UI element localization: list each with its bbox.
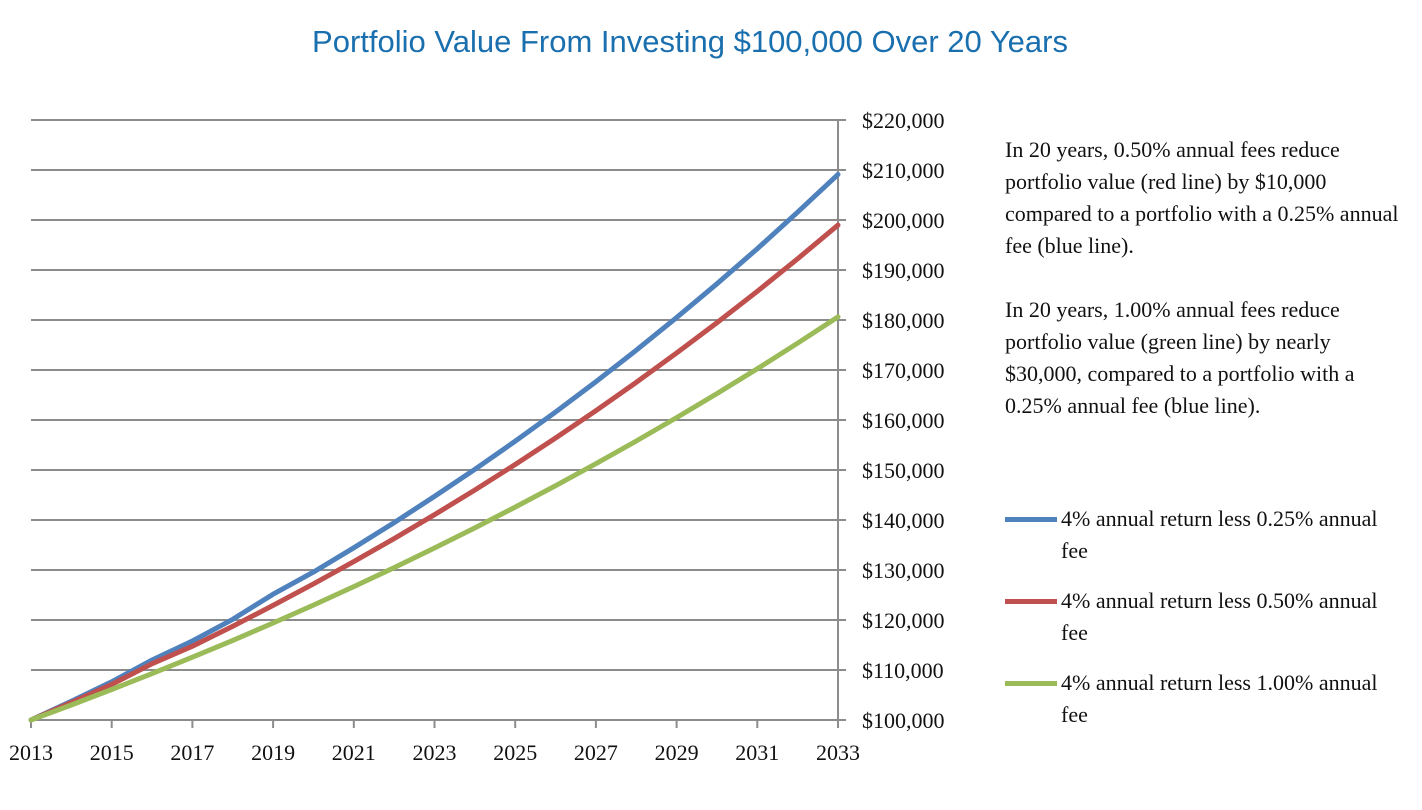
legend-swatch-green bbox=[1005, 681, 1057, 686]
annotation-red-vs-blue: In 20 years, 0.50% annual fees reduce po… bbox=[1005, 137, 1399, 258]
y-tick-label: $110,000 bbox=[862, 658, 944, 683]
chart-title: Portfolio Value From Investing $100,000 … bbox=[312, 24, 1068, 59]
y-tick-label: $190,000 bbox=[862, 258, 945, 283]
y-tick-label: $170,000 bbox=[862, 358, 945, 383]
x-tick-label: 2021 bbox=[332, 740, 376, 765]
y-tick-label: $160,000 bbox=[862, 408, 945, 433]
x-tick-label: 2031 bbox=[735, 740, 779, 765]
y-axis-tick-labels: $100,000 $110,000 $120,000 $130,000 $140,000… bbox=[862, 108, 945, 733]
legend-swatch-red bbox=[1005, 599, 1057, 604]
x-tick-label: 2027 bbox=[574, 740, 618, 765]
y-tick-label: $120,000 bbox=[862, 608, 945, 633]
y-tick-label: $140,000 bbox=[862, 508, 945, 533]
x-tick-label: 2015 bbox=[90, 740, 134, 765]
y-tick-label: $220,000 bbox=[862, 108, 945, 133]
legend-swatch-blue bbox=[1005, 517, 1057, 522]
legend-label: 4% annual return less 1.00% annual fee bbox=[1061, 670, 1378, 727]
y-tick-label: $100,000 bbox=[862, 708, 945, 733]
legend: 4% annual return less 0.25% annual fee 4… bbox=[1005, 503, 1415, 749]
x-tick-label: 2029 bbox=[655, 740, 699, 765]
axes bbox=[30, 119, 846, 728]
gridlines bbox=[31, 119, 838, 721]
x-tick-label: 2013 bbox=[9, 740, 53, 765]
x-tick-label: 2019 bbox=[251, 740, 295, 765]
y-tick-label: $150,000 bbox=[862, 458, 945, 483]
legend-label: 4% annual return less 0.50% annual fee bbox=[1061, 588, 1378, 645]
legend-item-1.00-fee: 4% annual return less 1.00% annual fee bbox=[1005, 667, 1415, 749]
series-line-0.25-fee bbox=[28, 171, 841, 723]
x-tick-label: 2017 bbox=[170, 740, 214, 765]
y-tick-label: $130,000 bbox=[862, 558, 945, 583]
series-line-0.50-fee bbox=[28, 222, 841, 723]
x-tick-label: 2033 bbox=[816, 740, 860, 765]
y-tick-label: $210,000 bbox=[862, 158, 945, 183]
x-tick-label: 2023 bbox=[413, 740, 457, 765]
legend-label: 4% annual return less 0.25% annual fee bbox=[1061, 506, 1378, 563]
legend-item-0.25-fee: 4% annual return less 0.25% annual fee bbox=[1005, 503, 1415, 585]
x-axis-tick-labels: 2013 2015 2017 2019 2021 2023 2025 2027 2029 2031… bbox=[9, 740, 860, 765]
chart-area: $100,000 $110,000 $120,000 $130,000 $140,000… bbox=[9, 108, 945, 765]
legend-item-0.50-fee: 4% annual return less 0.50% annual fee bbox=[1005, 585, 1415, 667]
y-tick-label: $200,000 bbox=[862, 208, 945, 233]
y-tick-label: $180,000 bbox=[862, 308, 945, 333]
series-line-1.00-fee bbox=[28, 314, 841, 723]
annotation-green-vs-blue: In 20 years, 1.00% annual fees reduce po… bbox=[1005, 297, 1355, 418]
x-tick-label: 2025 bbox=[493, 740, 537, 765]
series-lines bbox=[28, 171, 841, 723]
